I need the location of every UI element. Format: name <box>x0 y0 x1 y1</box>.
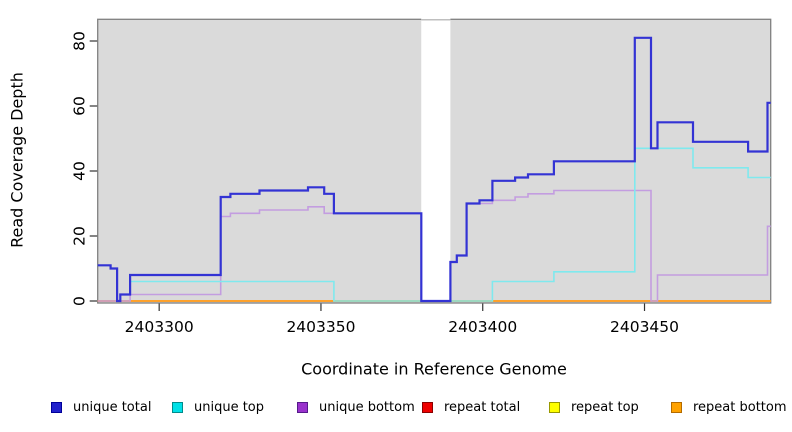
legend-label: unique total <box>73 399 152 415</box>
legend-swatch-unique-bottom <box>297 401 308 413</box>
legend-item-repeat-total: repeat total <box>422 399 520 415</box>
x-axis-title: Coordinate in Reference Genome <box>301 359 567 379</box>
legend-swatch-repeat-top <box>549 401 560 413</box>
x-tick-label: 2403400 <box>448 318 517 336</box>
legend-swatch-unique-total <box>51 401 62 413</box>
legend-swatch-repeat-bottom <box>671 401 682 413</box>
legend-label: unique top <box>194 399 265 415</box>
legend-item-repeat-top: repeat top <box>549 399 639 415</box>
legend-label: unique bottom <box>319 399 415 415</box>
y-tick-label: 60 <box>71 96 89 116</box>
x-tick-label: 2403350 <box>286 318 355 336</box>
y-tick-label: 0 <box>71 296 89 306</box>
gap-band <box>421 13 451 302</box>
legend-item-unique-total: unique total <box>51 399 151 415</box>
y-tick-label: 20 <box>71 226 89 246</box>
legend-label: repeat top <box>571 399 639 415</box>
legend-label: repeat total <box>444 399 521 415</box>
legend-item-unique-bottom: unique bottom <box>297 399 415 415</box>
x-tick-label: 2403300 <box>125 318 194 336</box>
legend-item-unique-top: unique top <box>172 399 264 415</box>
series-unique-total <box>97 36 771 303</box>
y-axis-title: Read Coverage Depth <box>7 72 27 248</box>
legend-swatch-repeat-total <box>422 401 433 413</box>
legend-item-repeat-bottom: repeat bottom <box>671 399 787 415</box>
y-tick-label: 80 <box>71 31 89 51</box>
y-tick-label: 40 <box>71 161 89 181</box>
x-tick-label: 2403450 <box>610 318 679 336</box>
legend-swatch-unique-top <box>172 401 183 413</box>
legend-label: repeat bottom <box>693 399 787 415</box>
